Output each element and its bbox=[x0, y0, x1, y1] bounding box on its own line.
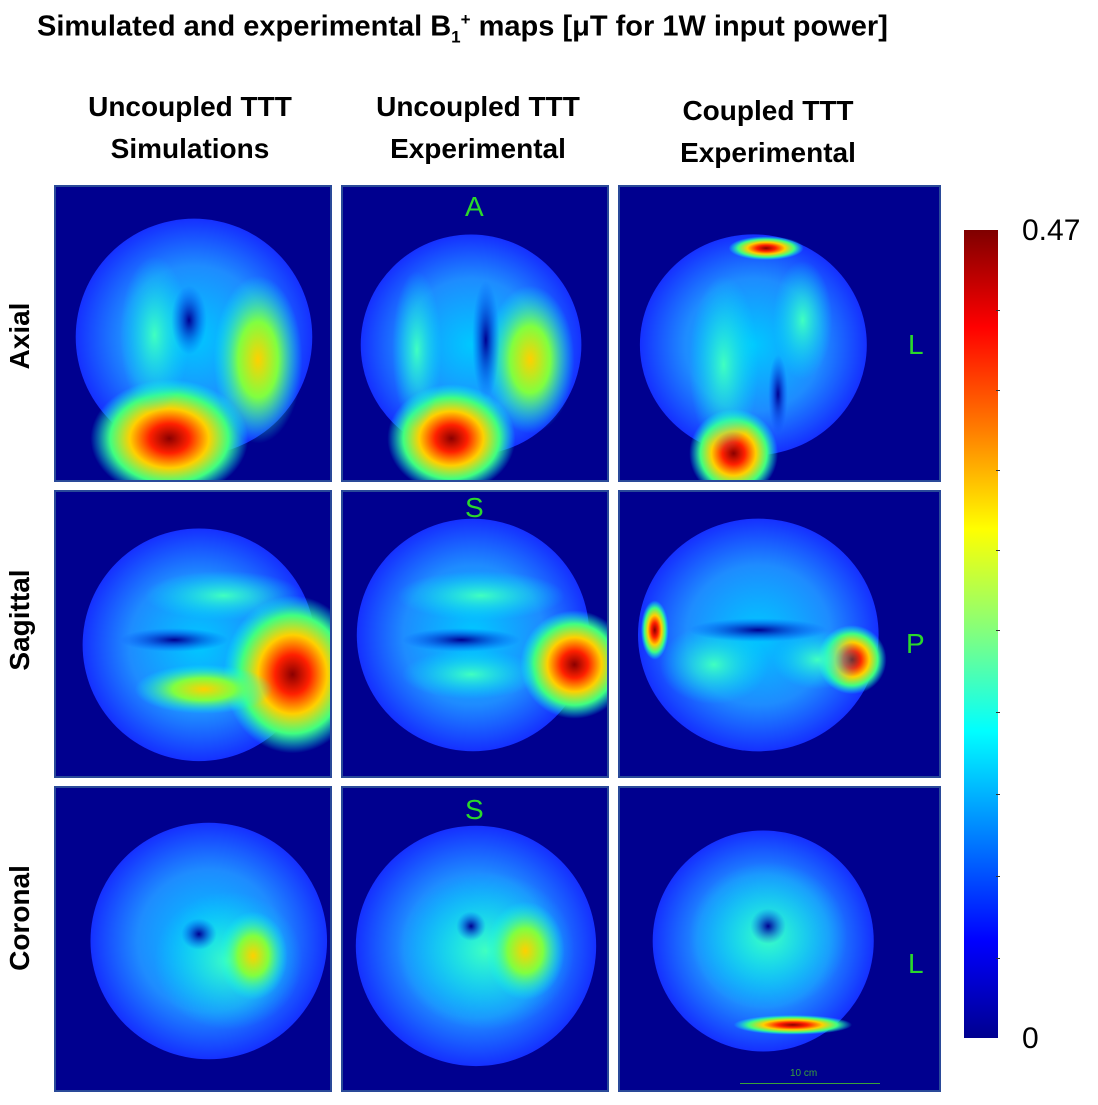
orientation-label-superior-sagittal: S bbox=[465, 492, 484, 523]
scale-bar bbox=[740, 1083, 880, 1084]
colorbar bbox=[964, 230, 998, 1038]
orientation-label-anterior: A bbox=[465, 191, 484, 222]
colorbar-tick bbox=[996, 958, 1000, 959]
axial-coupled-experimental-map: L bbox=[618, 185, 941, 482]
axial-simulation-map bbox=[54, 185, 332, 482]
sagittal-simulation-map bbox=[54, 490, 332, 778]
colorbar-tick bbox=[996, 310, 1000, 311]
coronal-uncoupled-experimental-map: S bbox=[341, 786, 609, 1092]
colorbar-tick bbox=[996, 794, 1000, 795]
sagittal-uncoupled-experimental-map: S bbox=[341, 490, 609, 778]
sagittal-coupled-experimental-map: P bbox=[618, 490, 941, 778]
column-header-coupled-exp: Coupled TTT Experimental bbox=[680, 95, 856, 168]
colorbar-tick bbox=[996, 470, 1000, 471]
column-header-uncoupled-sim: Uncoupled TTT Simulations bbox=[88, 91, 292, 164]
coronal-coupled-experimental-map: L bbox=[618, 786, 941, 1092]
colorbar-max-label: 0.47 bbox=[1022, 214, 1081, 247]
orientation-label-left-coronal: L bbox=[908, 948, 924, 979]
colorbar-tick bbox=[996, 550, 1000, 551]
orientation-label-left-axial: L bbox=[908, 329, 924, 360]
colorbar-min-label: 0 bbox=[1022, 1022, 1039, 1055]
row-label-sagittal: Sagittal bbox=[4, 569, 35, 671]
row-label-axial: Axial bbox=[4, 302, 35, 370]
orientation-label-superior-coronal: S bbox=[465, 794, 484, 825]
figure-title: Simulated and experimental B1+ maps [μT … bbox=[37, 10, 888, 47]
colorbar-tick bbox=[996, 712, 1000, 713]
coronal-simulation-map bbox=[54, 786, 332, 1092]
column-header-uncoupled-exp: Uncoupled TTT Experimental bbox=[376, 91, 580, 164]
colorbar-tick bbox=[996, 390, 1000, 391]
colorbar-tick bbox=[996, 630, 1000, 631]
orientation-label-posterior: P bbox=[906, 628, 925, 659]
row-label-coronal: Coronal bbox=[4, 865, 35, 971]
scale-bar-label: 10 cm bbox=[790, 1068, 818, 1079]
axial-uncoupled-experimental-map: A bbox=[341, 185, 609, 482]
colorbar-tick bbox=[996, 876, 1000, 877]
